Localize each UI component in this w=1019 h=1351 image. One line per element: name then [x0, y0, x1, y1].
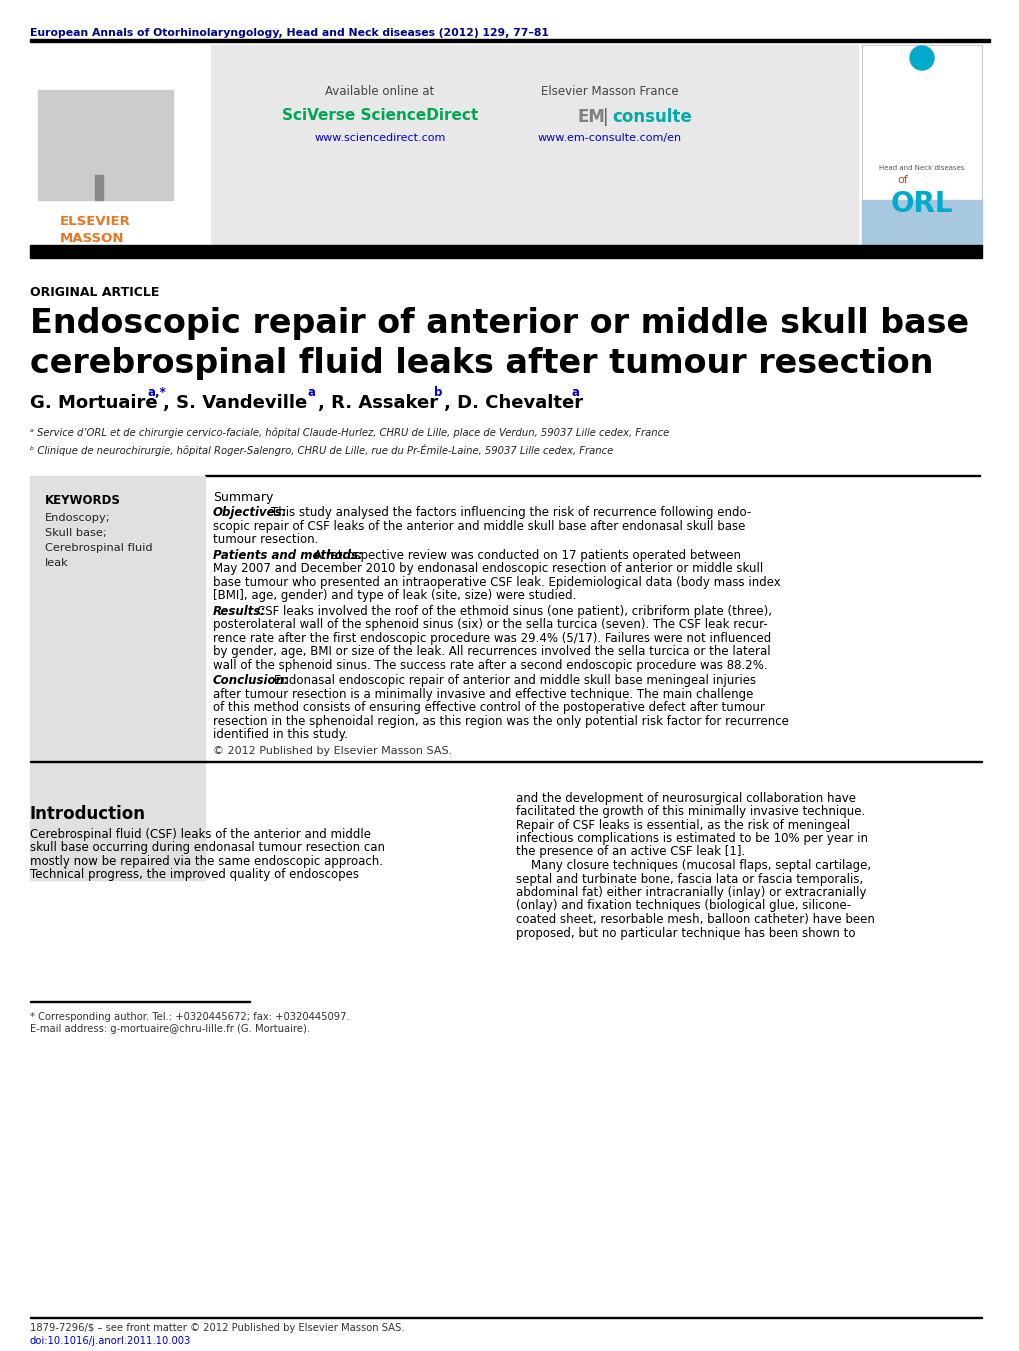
Text: skull base occurring during endonasal tumour resection can: skull base occurring during endonasal tu…: [30, 842, 384, 854]
Bar: [38, 91, 173, 200]
Text: a: a: [572, 386, 580, 399]
Text: leak: leak: [45, 558, 68, 567]
Text: scopic repair of CSF leaks of the anterior and middle skull base after endonasal: scopic repair of CSF leaks of the anteri…: [213, 520, 745, 532]
Bar: [30, 45, 210, 250]
Text: ELSEVIER: ELSEVIER: [60, 215, 130, 228]
Text: EM: EM: [578, 108, 605, 126]
Text: the presence of an active CSF leak [1].: the presence of an active CSF leak [1].: [516, 846, 745, 858]
Text: Patients and methods:: Patients and methods:: [213, 549, 363, 562]
Text: a: a: [308, 386, 316, 399]
Text: © 2012 Published by Elsevier Masson SAS.: © 2012 Published by Elsevier Masson SAS.: [213, 746, 451, 755]
Text: rence rate after the first endoscopic procedure was 29.4% (5/17). Failures were : rence rate after the first endoscopic pr…: [213, 631, 770, 644]
Text: after tumour resection is a minimally invasive and effective technique. The main: after tumour resection is a minimally in…: [213, 688, 753, 701]
Text: by gender, age, BMI or size of the leak. All recurrences involved the sella turc: by gender, age, BMI or size of the leak.…: [213, 644, 770, 658]
Text: , D. Chevalter: , D. Chevalter: [443, 394, 583, 412]
Bar: [30, 476, 205, 880]
Text: ᵇ Clinique de neurochirurgie, hôpital Roger-Salengro, CHRU de Lille, rue du Pr-É: ᵇ Clinique de neurochirurgie, hôpital Ro…: [30, 444, 612, 457]
Text: |: |: [602, 108, 608, 126]
Text: Objectives:: Objectives:: [213, 507, 287, 519]
Text: posterolateral wall of the sphenoid sinus (six) or the sella turcica (seven). Th: posterolateral wall of the sphenoid sinu…: [213, 617, 767, 631]
Text: facilitated the growth of this minimally invasive technique.: facilitated the growth of this minimally…: [516, 805, 864, 817]
Text: Head and Neck diseases: Head and Neck diseases: [878, 165, 964, 172]
Text: ORIGINAL ARTICLE: ORIGINAL ARTICLE: [30, 286, 159, 299]
Bar: [861, 200, 981, 249]
Text: European Annals of Otorhinolaryngology, Head and Neck diseases (2012) 129, 77–81: European Annals of Otorhinolaryngology, …: [30, 28, 548, 38]
Text: KEYWORDS: KEYWORDS: [45, 494, 121, 507]
Text: This study analysed the factors influencing the risk of recurrence following end: This study analysed the factors influenc…: [271, 507, 751, 519]
Text: identified in this study.: identified in this study.: [213, 728, 347, 740]
Text: wall of the sphenoid sinus. The success rate after a second endoscopic procedure: wall of the sphenoid sinus. The success …: [213, 658, 767, 671]
Bar: [95, 176, 103, 200]
Text: Repair of CSF leaks is essential, as the risk of meningeal: Repair of CSF leaks is essential, as the…: [516, 819, 849, 831]
Text: May 2007 and December 2010 by endonasal endoscopic resection of anterior or midd: May 2007 and December 2010 by endonasal …: [213, 562, 762, 576]
Text: coated sheet, resorbable mesh, balloon catheter) have been: coated sheet, resorbable mesh, balloon c…: [516, 913, 874, 925]
Circle shape: [909, 46, 933, 70]
Bar: [210, 45, 857, 250]
Text: of this method consists of ensuring effective control of the postoperative defec: of this method consists of ensuring effe…: [213, 701, 764, 713]
Text: doi:10.1016/j.anorl.2011.10.003: doi:10.1016/j.anorl.2011.10.003: [30, 1336, 192, 1346]
Text: E-mail address: g-mortuaire@chru-lille.fr (G. Mortuaire).: E-mail address: g-mortuaire@chru-lille.f…: [30, 1024, 310, 1035]
Text: 1879-7296/$ – see front matter © 2012 Published by Elsevier Masson SAS.: 1879-7296/$ – see front matter © 2012 Pu…: [30, 1323, 405, 1333]
Text: CSF leaks involved the roof of the ethmoid sinus (one patient), cribriform plate: CSF leaks involved the roof of the ethmo…: [257, 604, 771, 617]
Text: and the development of neurosurgical collaboration have: and the development of neurosurgical col…: [516, 792, 855, 804]
Text: G. Mortuaire: G. Mortuaire: [30, 394, 158, 412]
Text: SciVerse ScienceDirect: SciVerse ScienceDirect: [281, 108, 478, 123]
Text: , R. Assaker: , R. Assaker: [318, 394, 438, 412]
Text: A retrospective review was conducted on 17 patients operated between: A retrospective review was conducted on …: [314, 549, 740, 562]
Text: Summary: Summary: [213, 490, 273, 504]
Text: mostly now be repaired via the same endoscopic approach.: mostly now be repaired via the same endo…: [30, 854, 382, 867]
Text: Elsevier Masson France: Elsevier Masson France: [541, 85, 679, 99]
Bar: [30, 39, 989, 42]
Text: tumour resection.: tumour resection.: [213, 534, 318, 546]
Text: Conclusion:: Conclusion:: [213, 674, 289, 688]
Text: (onlay) and fixation techniques (biological glue, silicone-: (onlay) and fixation techniques (biologi…: [516, 900, 850, 912]
Text: Introduction: Introduction: [30, 804, 146, 823]
Text: * Corresponding author. Tel.: +0320445672; fax: +0320445097.: * Corresponding author. Tel.: +032044567…: [30, 1012, 350, 1021]
Text: www.sciencedirect.com: www.sciencedirect.com: [314, 132, 445, 143]
Text: Cerebrospinal fluid: Cerebrospinal fluid: [45, 543, 153, 553]
Text: MASSON: MASSON: [60, 232, 124, 245]
Text: Endoscopy;: Endoscopy;: [45, 513, 110, 523]
Text: septal and turbinate bone, fascia lata or fascia temporalis,: septal and turbinate bone, fascia lata o…: [516, 873, 862, 885]
Text: a,*: a,*: [148, 386, 167, 399]
Text: proposed, but no particular technique has been shown to: proposed, but no particular technique ha…: [516, 927, 855, 939]
Text: Cerebrospinal fluid (CSF) leaks of the anterior and middle: Cerebrospinal fluid (CSF) leaks of the a…: [30, 828, 371, 840]
Text: of: of: [896, 176, 907, 185]
Text: infectious complications is estimated to be 10% per year in: infectious complications is estimated to…: [516, 832, 867, 844]
Text: consulte: consulte: [611, 108, 691, 126]
Text: , S. Vandeville: , S. Vandeville: [163, 394, 307, 412]
Text: abdominal fat) either intracranially (inlay) or extracranially: abdominal fat) either intracranially (in…: [516, 886, 866, 898]
Text: [BMI], age, gender) and type of leak (site, size) were studied.: [BMI], age, gender) and type of leak (si…: [213, 589, 576, 603]
Text: www.em-consulte.com/en: www.em-consulte.com/en: [537, 132, 682, 143]
Text: resection in the sphenoidal region, as this region was the only potential risk f: resection in the sphenoidal region, as t…: [213, 715, 788, 727]
Text: Available online at: Available online at: [325, 85, 434, 99]
Text: cerebrospinal fluid leaks after tumour resection: cerebrospinal fluid leaks after tumour r…: [30, 347, 932, 380]
Text: Skull base;: Skull base;: [45, 528, 107, 538]
Bar: [30, 245, 981, 258]
Text: base tumour who presented an intraoperative CSF leak. Epidemiological data (body: base tumour who presented an intraoperat…: [213, 576, 780, 589]
Text: b: b: [433, 386, 442, 399]
Text: Endoscopic repair of anterior or middle skull base: Endoscopic repair of anterior or middle …: [30, 307, 968, 340]
Text: Results:: Results:: [213, 604, 266, 617]
Text: ᵃ Service d’ORL et de chirurgie cervico-faciale, hôpital Claude-Hurlez, CHRU de : ᵃ Service d’ORL et de chirurgie cervico-…: [30, 427, 668, 438]
Text: Many closure techniques (mucosal flaps, septal cartilage,: Many closure techniques (mucosal flaps, …: [516, 859, 870, 871]
Text: Technical progress, the improved quality of endoscopes: Technical progress, the improved quality…: [30, 867, 359, 881]
Text: Endonasal endoscopic repair of anterior and middle skull base meningeal injuries: Endonasal endoscopic repair of anterior …: [274, 674, 755, 688]
Bar: [861, 45, 981, 249]
Text: ORL: ORL: [890, 190, 953, 218]
